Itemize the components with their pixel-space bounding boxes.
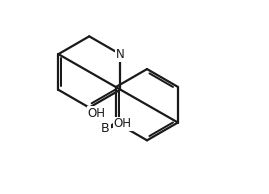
Text: OH: OH [114, 117, 132, 131]
Text: OH: OH [88, 107, 106, 120]
Text: N: N [116, 48, 125, 61]
Text: B: B [101, 122, 110, 135]
